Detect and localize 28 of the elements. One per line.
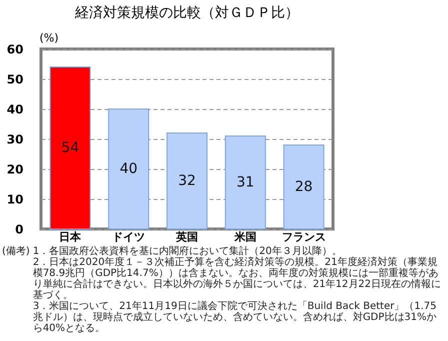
y-tick-label: 0 — [15, 222, 24, 236]
bar — [50, 66, 91, 230]
y-tick-label: 50 — [6, 72, 24, 86]
y-tick-label: 30 — [6, 132, 24, 146]
data-label: 31 — [236, 174, 254, 190]
bar — [108, 108, 150, 230]
data-label: 32 — [178, 173, 196, 189]
x-tick-label: 日本 — [59, 230, 82, 244]
y-tick-label: 60 — [6, 42, 24, 56]
text: 2．日本は2020年度１－３次補正予算を含む経済対策等の規模。21年度経済対策（事業規模78.9兆円（GDP比14.7%））は含まない。なお、両年度の対策規模には一部重複等があり単純に合計はできない。日本以外の海外５か国については、21年12月22日現在の情報に基づく。 — [32, 257, 442, 301]
bar — [224, 136, 266, 230]
text: 3．米国について、21年11月19日に議会下院で可決された「Build Back Better」（1.75兆ドル）は、現時点で成立していないため、含めていない。含めれば、対GDP比は31%から40%となる。 — [32, 301, 438, 334]
x-tick-label: フランス — [282, 230, 326, 244]
y-tick-label: 40 — [6, 102, 24, 116]
chart-title: 経済対策規模の比較（対ＧＤＰ比） — [74, 5, 299, 21]
x-tick-label: 米国 — [233, 230, 256, 244]
bar — [283, 144, 324, 230]
x-tick-label: 英国 — [175, 230, 198, 244]
x-tick-label: ドイツ — [112, 230, 146, 244]
text: 1．各国政府公表資料を基に内閣府において集計（20年３月以降）。 — [32, 246, 343, 257]
y-tick-label: 20 — [6, 162, 24, 176]
data-label: 40 — [120, 161, 138, 177]
data-label: 28 — [294, 179, 313, 195]
text: (備考) — [2, 246, 30, 259]
y-tick-label: 10 — [6, 192, 24, 206]
bar — [166, 132, 208, 230]
data-label: 54 — [61, 140, 80, 156]
y-axis-title: (%) — [40, 32, 59, 44]
